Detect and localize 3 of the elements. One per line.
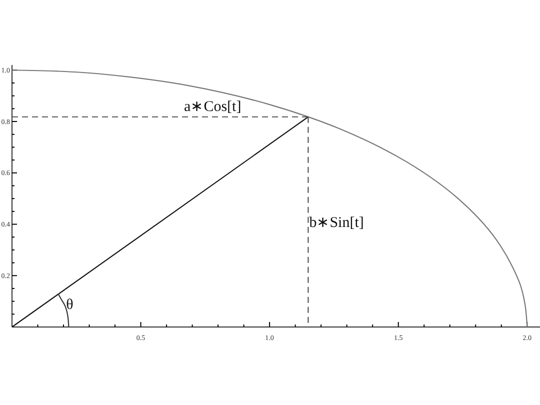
annotation: a∗Cos[t]	[184, 98, 242, 115]
annotation: b∗Sin[t]	[309, 214, 364, 231]
annotation: θ	[66, 297, 74, 314]
